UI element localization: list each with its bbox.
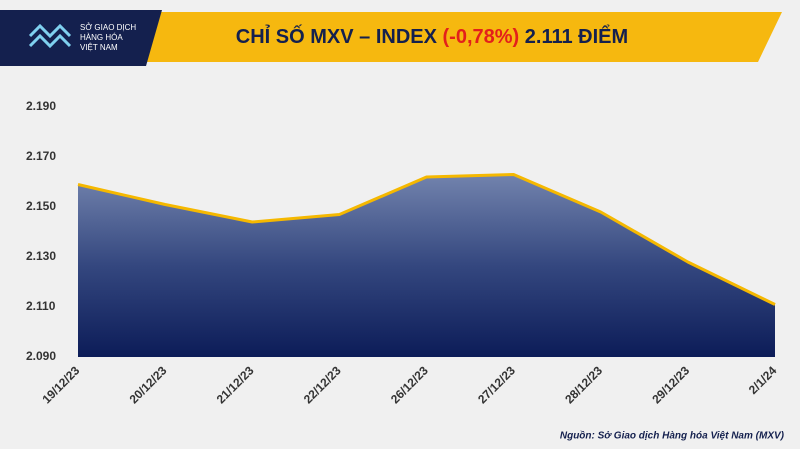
logo-text: SỞ GIAO DỊCH: [80, 23, 136, 32]
title-value: 2.111 ĐIỂM: [525, 25, 628, 48]
y-tick-label: 2.150: [26, 199, 56, 213]
y-tick-label: 2.130: [26, 249, 56, 263]
title-text: CHỈ SỐ MXV – INDEX: [236, 24, 438, 48]
y-tick-label: 2.090: [26, 349, 56, 363]
source: Nguồn: Sở Giao dịch Hàng hóa Việt Nam (M…: [560, 430, 785, 442]
chart-title: CHỈ SỐ MXV – INDEX (-0,78%) 2.111 ĐIỂM: [236, 24, 628, 48]
y-tick-label: 2.110: [26, 299, 56, 313]
area: [78, 174, 775, 357]
logo-text: VIỆT NAM: [80, 43, 118, 52]
logo-box: [0, 10, 162, 66]
title-change: (-0,78%): [443, 26, 520, 48]
logo-text: HÀNG HÓA: [80, 33, 123, 42]
title-banner: [0, 12, 782, 62]
y-tick-label: 2.190: [26, 99, 56, 113]
logo-icon: [28, 23, 72, 49]
y-tick-label: 2.170: [26, 149, 56, 163]
line: [77, 173, 776, 306]
